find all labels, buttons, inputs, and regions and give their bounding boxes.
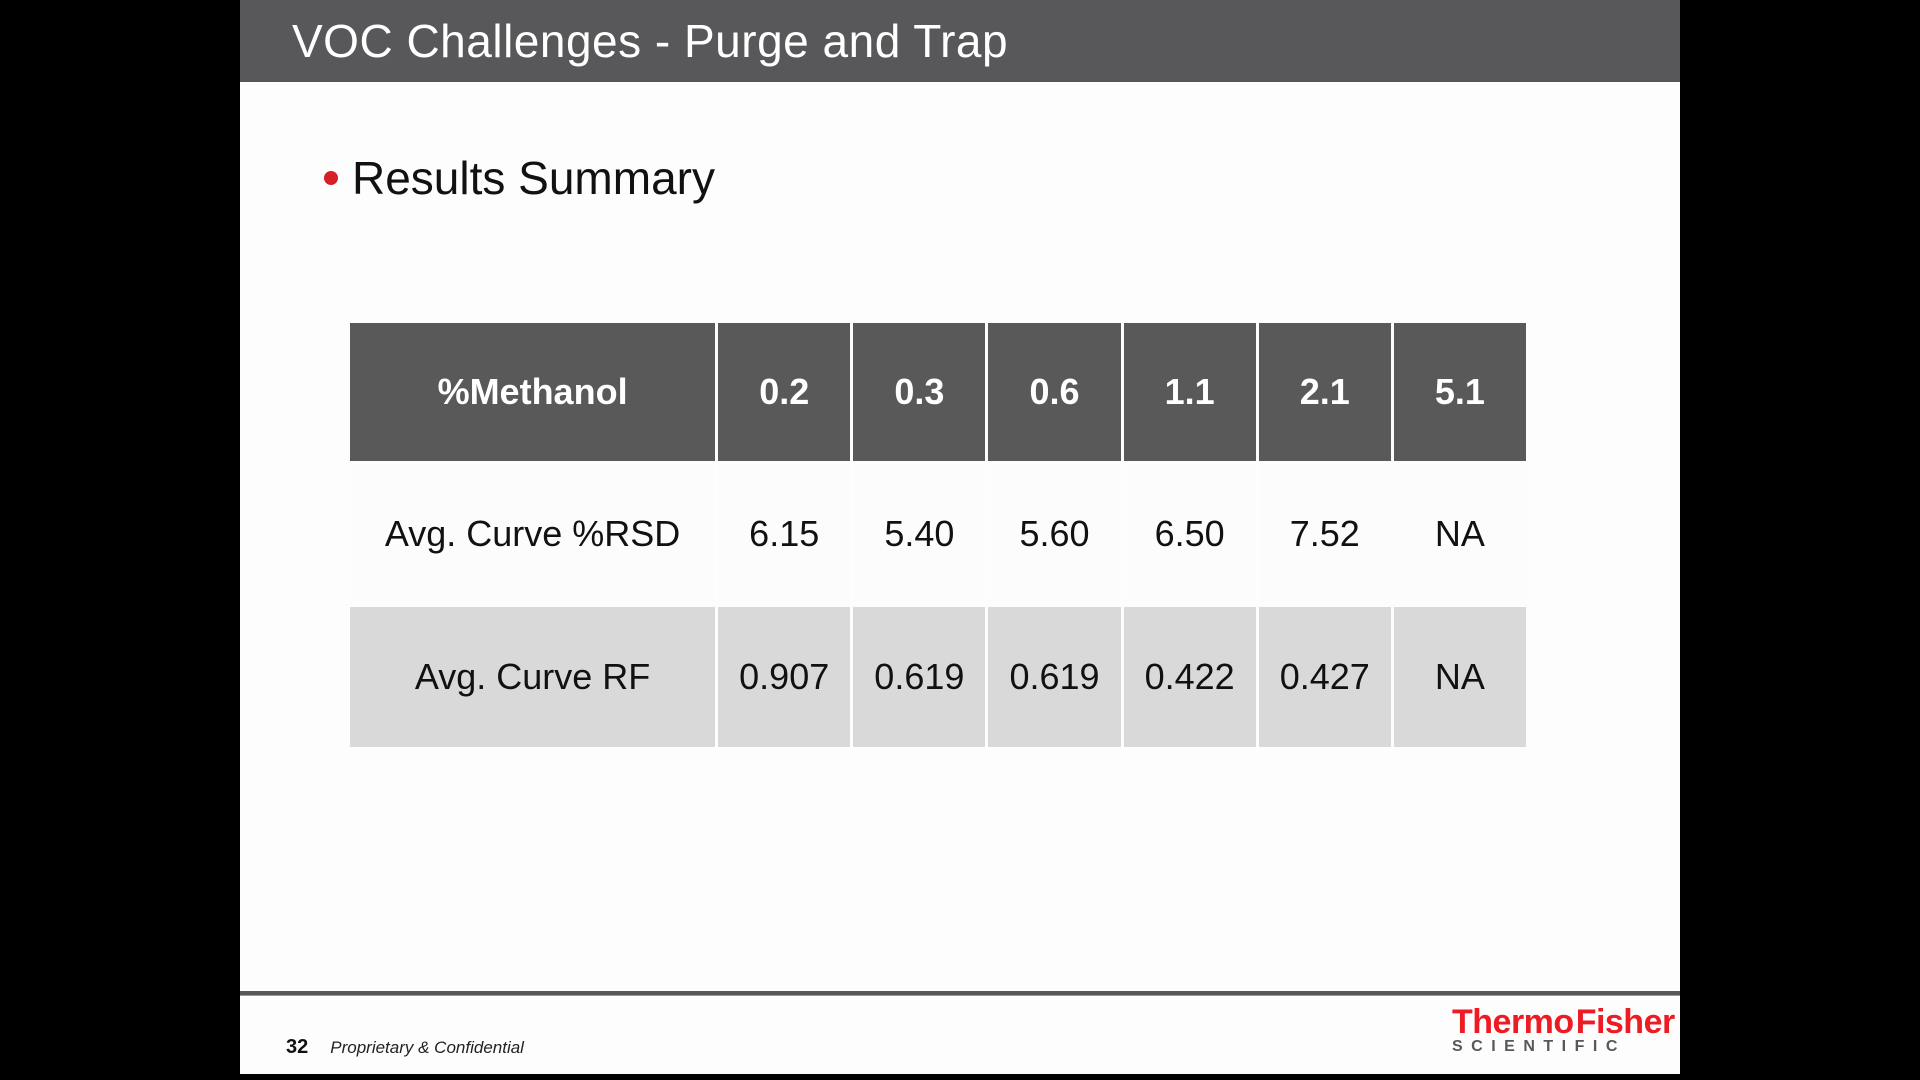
table-cell: 0.619: [853, 607, 986, 747]
table-cell: NA: [1393, 464, 1526, 604]
slide-title-bar: VOC Challenges - Purge and Trap: [240, 0, 1680, 82]
table-header-cell: 2.1: [1258, 323, 1391, 461]
footer-divider: [240, 991, 1680, 996]
logo-thermo-text: Thermo: [1452, 1003, 1574, 1041]
table-header-cell: 0.2: [718, 323, 851, 461]
logo-scientific-text: SCIENTIFIC: [1452, 1038, 1626, 1055]
table-cell: 0.427: [1258, 607, 1391, 747]
table-cell: 5.40: [853, 464, 986, 604]
heading-text: Results Summary: [352, 152, 715, 204]
table-header-cell: 1.1: [1123, 323, 1256, 461]
row-label: Avg. Curve %RSD: [350, 464, 716, 604]
logo-fisher-text: Fisher: [1575, 1003, 1676, 1041]
table-cell: 6.15: [718, 464, 851, 604]
table-header-cell: 0.3: [853, 323, 986, 461]
presentation-slide: VOC Challenges - Purge and Trap Results …: [240, 0, 1680, 1074]
page-number: 32: [286, 1036, 309, 1058]
logo-wordmark: ThermoFisher: [1452, 1003, 1675, 1041]
table-cell: 0.907: [718, 607, 851, 747]
table-row: Avg. Curve %RSD 6.15 5.40 5.60 6.50 7.52…: [350, 464, 1526, 604]
bullet-heading: Results Summary: [324, 150, 715, 206]
table-header-cell: 0.6: [988, 323, 1121, 461]
table-header-row: %Methanol 0.2 0.3 0.6 1.1 2.1 5.1: [350, 323, 1526, 461]
table-cell: NA: [1393, 607, 1526, 747]
results-table: %Methanol 0.2 0.3 0.6 1.1 2.1 5.1 Avg. C…: [347, 320, 1529, 750]
table-cell: 5.60: [988, 464, 1121, 604]
slide-title: VOC Challenges - Purge and Trap: [292, 15, 1009, 67]
table-row: Avg. Curve RF 0.907 0.619 0.619 0.422 0.…: [350, 607, 1526, 747]
table-header-cell: 5.1: [1393, 323, 1526, 461]
table-cell: 0.619: [988, 607, 1121, 747]
thermofisher-logo: ThermoFisher SCIENTIFIC: [1452, 1003, 1675, 1056]
table-header-cell: %Methanol: [350, 323, 716, 461]
table-cell: 7.52: [1258, 464, 1391, 604]
confidentiality-label: Proprietary & Confidential: [330, 1038, 524, 1057]
row-label: Avg. Curve RF: [350, 607, 716, 747]
bullet-icon: [324, 171, 338, 185]
slide-footer: 32 Proprietary & Confidential: [286, 1036, 524, 1059]
table-cell: 0.422: [1123, 607, 1256, 747]
table-cell: 6.50: [1123, 464, 1256, 604]
